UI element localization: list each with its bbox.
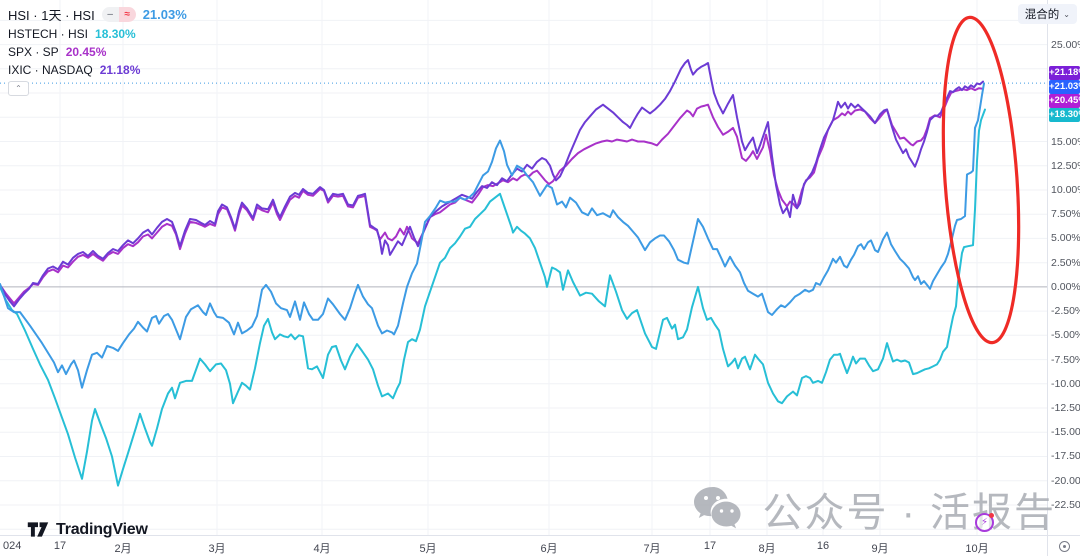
legend-quick-actions: – ≈ (101, 7, 136, 22)
time-tick-label: 2月 (114, 543, 132, 555)
chart-plot-area[interactable] (0, 0, 1047, 535)
series-hstech-line (0, 108, 986, 487)
price-tick-label: -5.00% (1051, 329, 1080, 341)
legend-compare-row[interactable]: IXIC · NASDAQ 21.18% (8, 63, 187, 77)
price-tick-label: -22.50% (1051, 499, 1080, 511)
price-badge: +18.30% (1049, 108, 1080, 122)
time-tick-label: 6月 (540, 543, 558, 555)
time-scale[interactable]: 024 17 2月 3月 4月 5月 6月 7月 17 8月 16 9月 10月 (0, 535, 1047, 556)
tradingview-attribution[interactable]: TradingView (27, 520, 148, 539)
price-tick-label: -15.00% (1051, 426, 1080, 438)
time-tick-label: 17 (703, 540, 717, 552)
tradingview-logo-text: TradingView (56, 520, 148, 538)
target-icon[interactable] (1058, 540, 1070, 552)
main-symbol-change-value: 21.03% (142, 7, 187, 22)
compare-change-value: 20.45% (65, 45, 107, 59)
price-tick-label: -17.50% (1051, 450, 1080, 462)
wechat-watermark: 公众号 · 活报告 (692, 480, 1056, 538)
price-tick-label: -7.50% (1051, 354, 1080, 366)
series-spx-line (0, 87, 984, 305)
watermark-text: 公众号 · 活报告 (762, 491, 1056, 535)
notification-dot (989, 513, 994, 518)
legend-compare-row[interactable]: HSTECH · HSI 18.30% (8, 27, 187, 41)
scale-mode-dropdown[interactable]: 混合的 ⌄ (1017, 4, 1077, 24)
price-tick-label: 10.00% (1051, 184, 1080, 196)
main-symbol-title[interactable]: HSI · 1天 · HSI (8, 8, 95, 23)
series-ixic-line (0, 59, 984, 308)
price-badge: +21.18% (1049, 66, 1080, 80)
price-tick-label: 0.00% (1051, 281, 1080, 293)
series-hsi-line (0, 82, 985, 389)
price-tick-label: 15.00% (1051, 136, 1080, 148)
tradingview-logo-icon (27, 522, 49, 537)
flag-symbol-button[interactable]: ≈ (118, 7, 136, 22)
chevron-down-icon: ⌄ (1063, 9, 1070, 19)
price-tick-label: -20.00% (1051, 475, 1080, 487)
wechat-icon (694, 487, 741, 529)
time-tick-label: 024 (3, 540, 22, 552)
price-tick-label: -10.00% (1051, 378, 1080, 390)
time-tick-label: 5月 (419, 543, 437, 555)
red-circle-annotation[interactable] (934, 15, 1029, 345)
legend-compare-row[interactable]: SPX · SP 20.45% (8, 45, 187, 59)
flash-cursor-icon[interactable]: ⚡ (975, 513, 994, 532)
price-tick-label: -2.50% (1051, 305, 1080, 317)
hide-indicator-button[interactable]: – (101, 7, 119, 22)
time-tick-label: 16 (816, 540, 830, 552)
price-tick-label: 5.00% (1051, 232, 1080, 244)
price-scale[interactable]: 25.00%17.50%15.00%12.50%10.00%7.50%5.00%… (1047, 0, 1080, 535)
compare-symbol-label[interactable]: IXIC · NASDAQ (8, 63, 93, 77)
compare-change-value: 21.18% (99, 63, 141, 77)
time-tick-label: 7月 (643, 543, 661, 555)
time-tick-label: 10月 (965, 543, 989, 555)
price-tick-label: 25.00% (1051, 39, 1080, 51)
price-tick-label: 2.50% (1051, 257, 1080, 269)
time-tick-label: 17 (53, 540, 67, 552)
time-tick-label: 3月 (208, 543, 226, 555)
time-tick-label: 8月 (758, 543, 776, 555)
price-tick-label: 12.50% (1051, 160, 1080, 172)
compare-symbol-label[interactable]: SPX · SP (8, 45, 59, 59)
legend-collapse-button[interactable]: ⌃ (8, 81, 29, 96)
scale-corner[interactable] (1047, 535, 1080, 556)
time-tick-label: 4月 (313, 543, 331, 555)
gridlines (0, 0, 1047, 535)
price-tick-label: 7.50% (1051, 208, 1080, 220)
legend: HSI · 1天 · HSI – ≈ 21.03% HSTECH · HSI 1… (8, 5, 187, 96)
compare-symbol-label[interactable]: HSTECH · HSI (8, 27, 89, 41)
time-tick-label: 9月 (871, 543, 889, 555)
compare-change-value: 18.30% (95, 27, 136, 41)
legend-main-row[interactable]: HSI · 1天 · HSI – ≈ 21.03% (8, 5, 187, 24)
scale-mode-label: 混合的 (1024, 9, 1060, 21)
price-badge: +21.03% (1049, 80, 1080, 94)
price-tick-label: -12.50% (1051, 402, 1080, 414)
price-badge: +20.45% (1049, 94, 1080, 108)
